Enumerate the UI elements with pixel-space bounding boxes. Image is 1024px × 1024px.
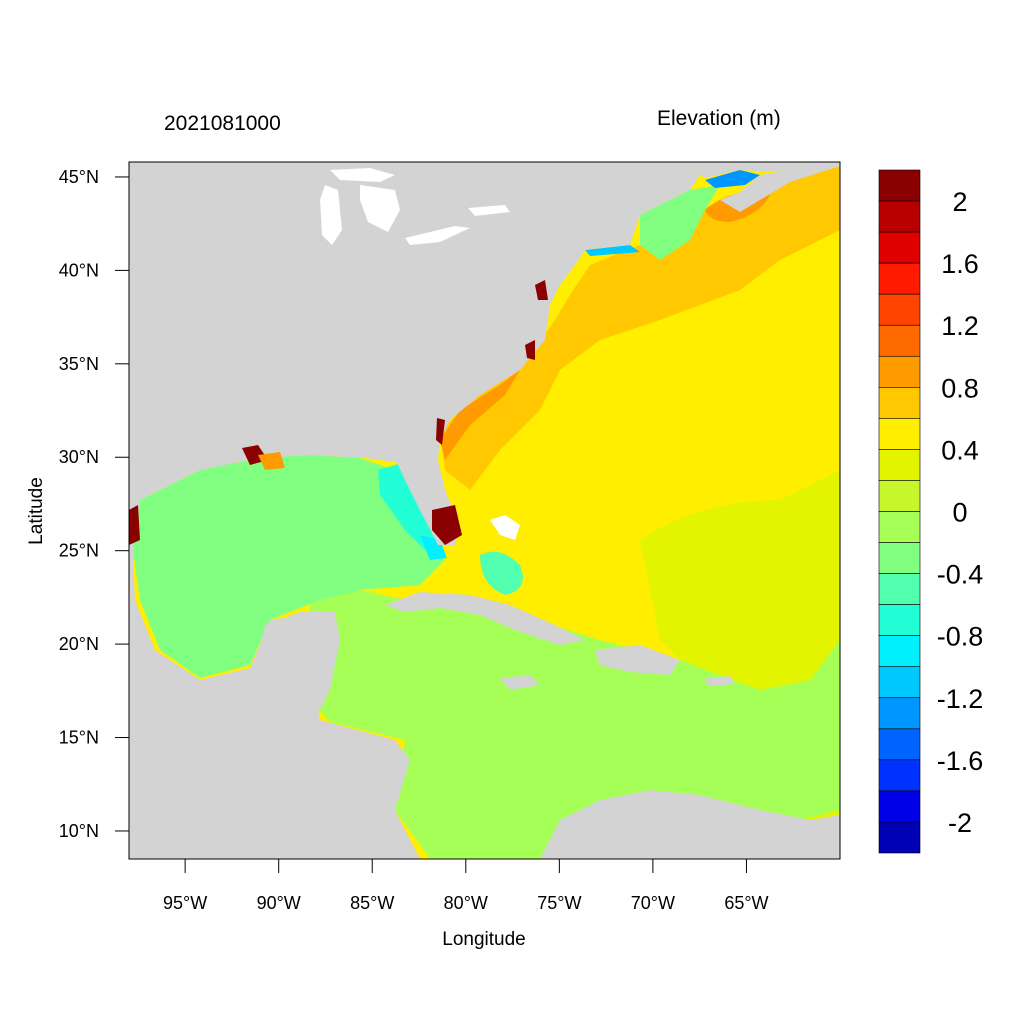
lake-erie: [405, 226, 470, 245]
colorbar-swatch: [878, 200, 921, 233]
colorbar-swatch: [878, 324, 921, 357]
ocean-region-long-island-sound: [585, 245, 640, 256]
x-tick-label: 75°W: [537, 893, 581, 913]
y-tick-label: 40°N: [59, 260, 99, 280]
lake-superior: [330, 168, 395, 182]
colorbar-label: -2: [948, 808, 972, 838]
land-bahamas: [490, 515, 520, 540]
colorbar-swatch: [878, 759, 921, 792]
colorbar-swatch: [878, 697, 921, 730]
ocean-region-us-shelf: [440, 370, 520, 460]
colorbar-swatch: [878, 542, 921, 574]
colorbar-swatch: [878, 293, 921, 326]
lake-huron: [360, 185, 400, 232]
land-south-america: [540, 790, 840, 859]
x-tick-label: 85°W: [350, 893, 394, 913]
x-axis: 95°W 90°W 85°W 80°W 75°W 70°W 65°W: [163, 859, 769, 913]
y-tick-label: 35°N: [59, 354, 99, 374]
colorbar-label: 0.4: [941, 435, 979, 465]
colorbar-label: 2: [952, 187, 967, 217]
colorbar-label: -0.4: [937, 560, 984, 590]
land-hispaniola: [595, 645, 680, 675]
colorbar-swatch: [878, 480, 921, 512]
x-tick-label: 90°W: [257, 893, 301, 913]
colorbar-swatch: [878, 604, 921, 636]
map-plot-area: [129, 162, 840, 859]
land-north-america: [129, 162, 700, 859]
ocean-region-gulf-stream: [440, 165, 840, 490]
colorbar-swatch: [878, 355, 921, 388]
lake-ontario: [468, 205, 510, 216]
y-tick-label: 10°N: [59, 821, 99, 841]
colorbar-swatch: [878, 511, 921, 543]
surge-spot-chesapeake: [525, 340, 535, 360]
x-tick-label: 65°W: [724, 893, 768, 913]
land-canada-north: [680, 162, 840, 178]
land-puerto-rico: [705, 676, 735, 686]
colorbar-swatch: [878, 262, 921, 295]
ocean-region-caribbean: [310, 590, 840, 859]
colorbar-label: 1.2: [941, 311, 979, 341]
colorbar-swatch: [878, 666, 921, 699]
colorbar-label: 0: [952, 498, 967, 528]
y-axis-title: Latitude: [26, 477, 47, 545]
colorbar-label: -1.6: [937, 746, 984, 776]
colorbar-label: -0.8: [937, 622, 984, 652]
map-title-variable: Elevation (m): [657, 107, 781, 130]
land-jamaica: [500, 675, 540, 690]
colorbar-swatch: [878, 231, 921, 264]
lake-michigan: [320, 185, 342, 245]
colorbar-label: 1.6: [941, 249, 979, 279]
colorbar-swatch: [878, 169, 921, 202]
colorbar-swatch: [878, 635, 921, 668]
colorbar-label: 0.8: [941, 373, 979, 403]
surge-spot-southwest-florida: [432, 505, 462, 545]
colorbar-swatch: [878, 790, 921, 823]
colorbar-label: -1.2: [937, 684, 984, 714]
colorbar-swatch: [878, 728, 921, 761]
colorbar-labels: 2 1.6 1.2 0.8 0.4 0 -0.4 -0.8 -1.2 -1.6 -2: [937, 187, 984, 838]
colorbar-swatch: [878, 449, 921, 481]
x-tick-label: 70°W: [631, 893, 675, 913]
y-tick-label: 25°N: [59, 541, 99, 561]
colorbar-swatch: [878, 821, 921, 854]
y-tick-label: 45°N: [59, 167, 99, 187]
x-tick-label: 80°W: [444, 893, 488, 913]
colorbar-swatch: [878, 387, 921, 419]
y-tick-label: 30°N: [59, 447, 99, 467]
surge-spot-southeast-coast: [436, 418, 445, 445]
map-title-date: 2021081000: [164, 112, 281, 135]
surge-spot-delaware: [535, 280, 548, 300]
land-cuba: [385, 592, 585, 645]
x-axis-title: Longitude: [442, 929, 525, 950]
y-axis: 45°N 40°N 35°N 30°N 25°N 20°N 15°N 10°N: [59, 167, 129, 841]
ocean-region-gulf-of-maine: [640, 185, 720, 260]
colorbar: [878, 169, 921, 854]
x-tick-label: 95°W: [163, 893, 207, 913]
y-tick-label: 20°N: [59, 634, 99, 654]
surge-spot-texas: [129, 505, 140, 545]
plot-frame: [128, 161, 841, 860]
land-yucatan: [255, 612, 340, 720]
ocean-region-gulf-of-mexico: [133, 455, 445, 678]
colorbar-swatch: [878, 418, 921, 450]
y-tick-label: 15°N: [59, 728, 99, 748]
ocean-region-florida-shelf: [378, 462, 440, 555]
land-nova-scotia: [720, 162, 840, 212]
ocean-region-gulf-of-st-lawrence: [705, 170, 760, 188]
colorbar-swatch: [878, 573, 921, 605]
ocean-region-bahamas: [480, 551, 523, 595]
surge-spot-louisiana-orange: [258, 452, 285, 470]
